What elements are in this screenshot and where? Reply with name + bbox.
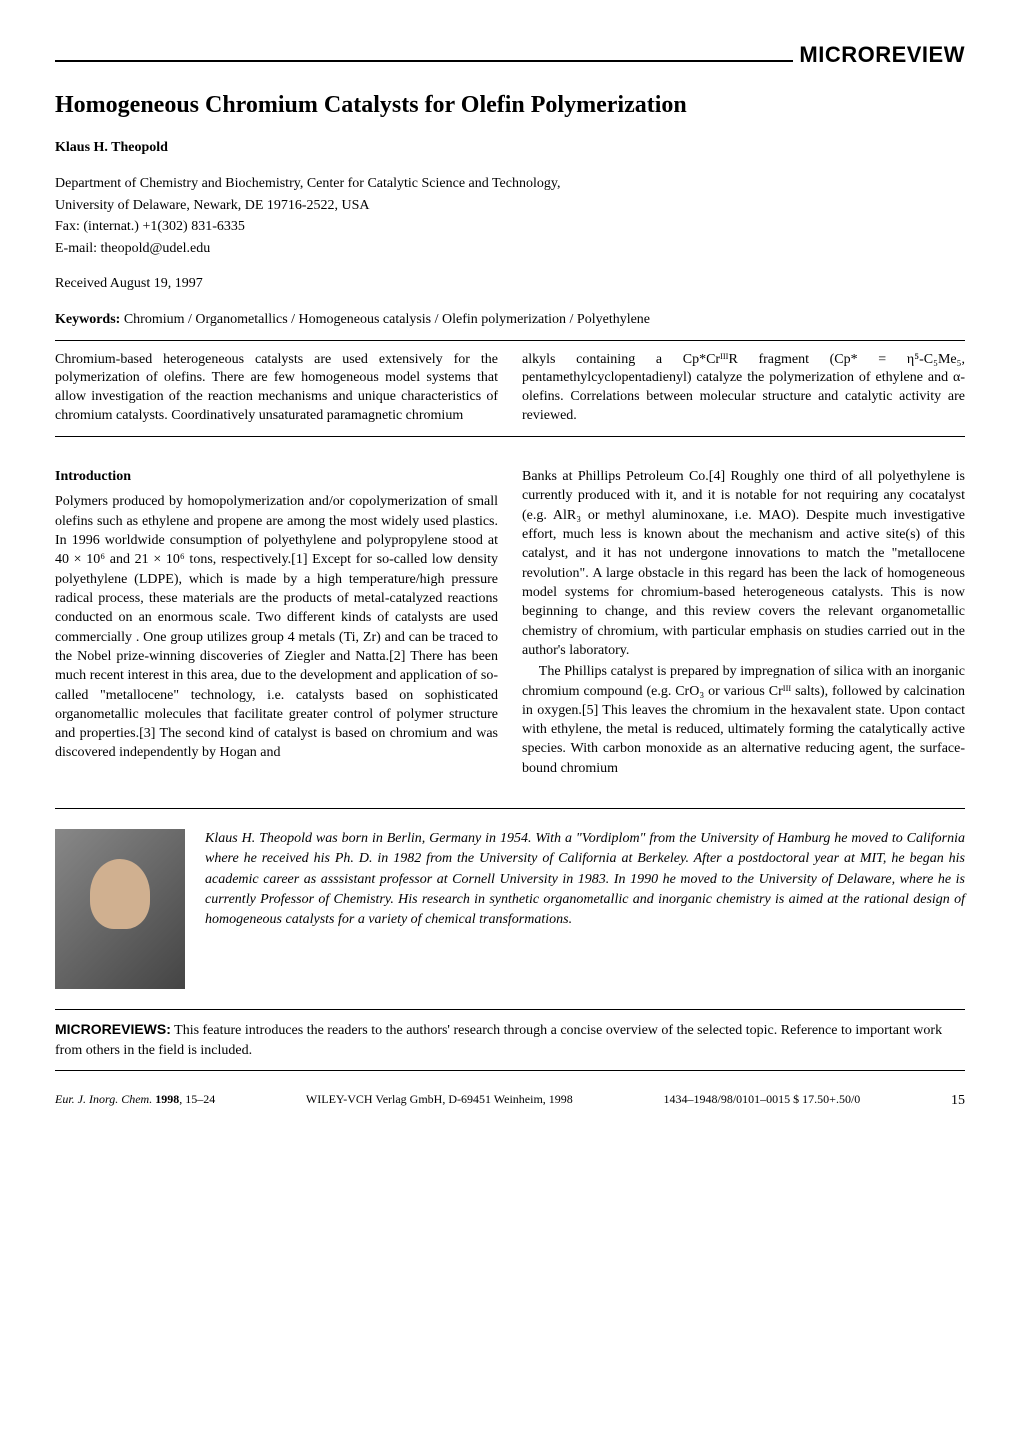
footer-journal-name: Eur. J. Inorg. Chem. (55, 1092, 155, 1106)
footer-journal: Eur. J. Inorg. Chem. 1998, 15–24 (55, 1091, 215, 1111)
microreviews-label: MICROREVIEWS: (55, 1021, 171, 1037)
keywords-label: Keywords: (55, 312, 120, 327)
author-name: Klaus H. Theopold (55, 138, 965, 158)
body-right-p2: The Phillips catalyst is prepared by imp… (522, 662, 965, 778)
body-columns: Introduction Polymers produced by homopo… (55, 467, 965, 778)
rule-after-note (55, 1070, 965, 1071)
affiliation-univ: University of Delaware, Newark, DE 19716… (55, 196, 965, 216)
abstract-left: Chromium-based heterogeneous catalysts a… (55, 351, 498, 427)
author-photo (55, 829, 185, 989)
header-rule: MICROREVIEW (55, 40, 965, 71)
body-right-p1: Banks at Phillips Petroleum Co.[4] Rough… (522, 467, 965, 660)
rule-before-bio (55, 808, 965, 809)
article-title: Homogeneous Chromium Catalysts for Olefi… (55, 89, 965, 123)
body-left-column: Introduction Polymers produced by homopo… (55, 467, 498, 778)
keywords-line: Keywords: Chromium / Organometallics / H… (55, 310, 965, 330)
affiliation-email: E-mail: theopold@udel.edu (55, 239, 965, 259)
introduction-heading: Introduction (55, 467, 498, 486)
received-date: Received August 19, 1997 (55, 274, 965, 294)
abstract-right: alkyls containing a Cp*CrᴵᴵᴵR fragment (… (522, 351, 965, 427)
page-footer: Eur. J. Inorg. Chem. 1998, 15–24 WILEY-V… (55, 1091, 965, 1111)
abstract-columns: Chromium-based heterogeneous catalysts a… (55, 351, 965, 427)
section-label: MICROREVIEW (793, 40, 965, 71)
author-bio-text: Klaus H. Theopold was born in Berlin, Ge… (205, 829, 965, 930)
rule-after-abstract (55, 436, 965, 437)
footer-pages: , 15–24 (179, 1092, 215, 1106)
footer-publisher: WILEY-VCH Verlag GmbH, D-69451 Weinheim,… (306, 1091, 573, 1111)
body-left-text: Polymers produced by homopolymerization … (55, 492, 498, 762)
header-line (55, 60, 793, 62)
footer-pagenum: 15 (951, 1091, 965, 1111)
affiliation-dept: Department of Chemistry and Biochemistry… (55, 174, 965, 194)
footer-issn: 1434–1948/98/0101–0015 $ 17.50+.50/0 (664, 1091, 861, 1111)
footer-year: 1998 (155, 1092, 179, 1106)
affiliation-fax: Fax: (internat.) +1(302) 831-6335 (55, 217, 965, 237)
microreviews-text: This feature introduces the readers to t… (55, 1023, 942, 1058)
microreviews-note: MICROREVIEWS: This feature introduces th… (55, 1020, 965, 1060)
keywords-text: Chromium / Organometallics / Homogeneous… (120, 312, 650, 327)
rule-after-keywords (55, 340, 965, 341)
body-right-column: Banks at Phillips Petroleum Co.[4] Rough… (522, 467, 965, 778)
rule-after-bio (55, 1009, 965, 1010)
author-bio-block: Klaus H. Theopold was born in Berlin, Ge… (55, 829, 965, 989)
